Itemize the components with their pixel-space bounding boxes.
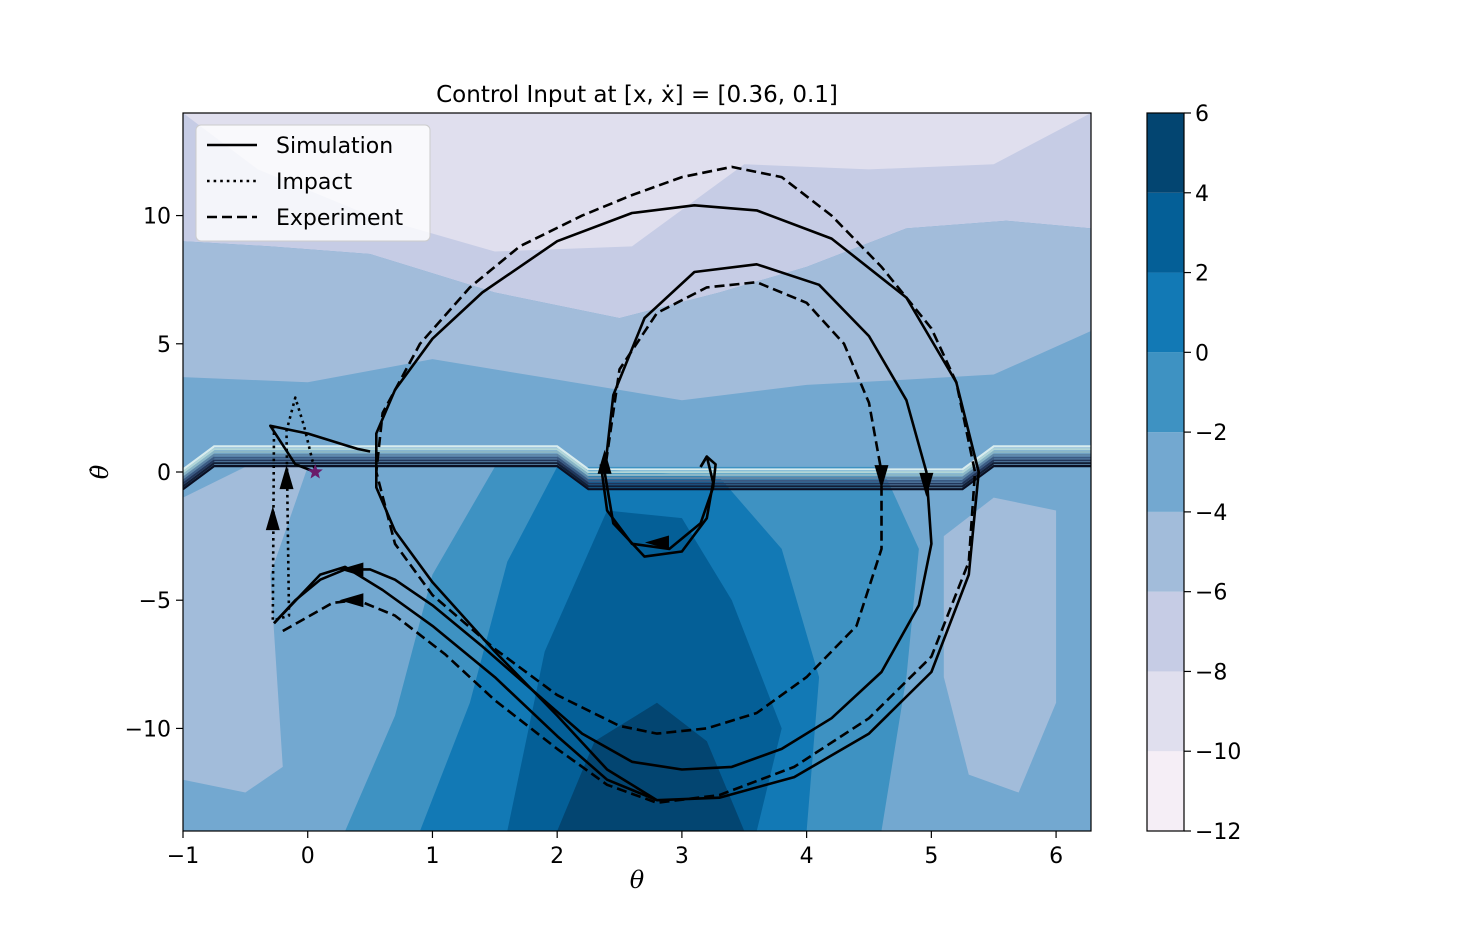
y-axis-label: θ̇ — [86, 464, 114, 479]
legend-label-simulation: Simulation — [276, 134, 393, 159]
contour-line — [183, 450, 1091, 477]
colorbar-segment — [1147, 113, 1184, 193]
colorbar-segment — [1147, 272, 1184, 353]
x-tick-label: 4 — [800, 844, 814, 869]
x-tick-label: 1 — [425, 844, 439, 869]
colorbar-tick-label: 0 — [1195, 341, 1209, 366]
trajectory-solid-0 — [268, 424, 371, 474]
arrow-head-7 — [279, 465, 294, 490]
contour-line — [183, 445, 1091, 471]
y-tick-label: −5 — [139, 589, 171, 614]
colorbar-segment — [1147, 192, 1184, 273]
y-tick-label: 10 — [143, 205, 171, 230]
arrow-head-6 — [265, 506, 280, 531]
colorbar-tick-label: −8 — [1195, 660, 1227, 685]
contour-line — [183, 462, 1091, 488]
colorbar-segment — [1147, 352, 1184, 433]
colorbar-tick-label: −10 — [1195, 740, 1241, 765]
contour-lobe-left — [183, 466, 308, 793]
trajectory-dotted-4 — [271, 396, 317, 623]
x-axis: −1 0 1 2 3 4 5 6 — [167, 831, 1063, 869]
contour-line — [183, 453, 1091, 479]
colorbar-segment — [1147, 432, 1184, 512]
x-tick-label: 0 — [301, 844, 315, 869]
contour-line — [183, 448, 1091, 474]
colorbar-tick-label: −2 — [1195, 421, 1227, 446]
colorbar-segment — [1147, 751, 1184, 831]
x-tick-label: −1 — [167, 844, 199, 869]
colorbar-tick-label: −12 — [1195, 820, 1241, 845]
colorbar-tick-label: −4 — [1195, 501, 1227, 526]
colorbar-segment — [1147, 511, 1184, 592]
colorbar-tick-label: 4 — [1195, 182, 1209, 207]
chart-title: Control Input at [x, ẋ] = [0.36, 0.1] — [436, 82, 838, 108]
colorbar-tick-label: −6 — [1195, 581, 1227, 606]
x-axis-label: θ — [630, 866, 645, 894]
colorbar-segment — [1147, 671, 1184, 752]
x-tick-label: 6 — [1049, 844, 1063, 869]
x-tick-label: 5 — [924, 844, 938, 869]
trajectory-solid-2 — [599, 455, 717, 551]
legend-label-experiment: Experiment — [276, 206, 403, 231]
legend-box — [195, 124, 431, 242]
colorbar-tick-label: 2 — [1195, 262, 1209, 287]
y-tick-label: 0 — [157, 461, 171, 486]
colorbar-frame — [1146, 112, 1185, 832]
colorbar-tick-label: 6 — [1195, 102, 1209, 127]
y-tick-label: 5 — [157, 333, 171, 358]
legend: Simulation Impact Experiment — [195, 124, 431, 242]
arrow-head-2 — [644, 535, 669, 550]
arrow-head-1 — [339, 593, 364, 608]
y-axis: −10 −5 0 5 10 — [125, 205, 183, 742]
arrow-head-5 — [919, 472, 934, 497]
y-tick-label: −10 — [125, 717, 171, 742]
arrow-head-3 — [597, 449, 612, 474]
x-tick-label: 3 — [675, 844, 689, 869]
direction-arrows — [265, 449, 934, 608]
contour-line — [183, 456, 1091, 482]
arrow-head-4 — [874, 465, 889, 490]
colorbar-segment — [1147, 591, 1184, 672]
x-tick-label: 2 — [550, 844, 564, 869]
contour-line — [183, 459, 1091, 485]
contour-lobe-right — [943, 497, 1057, 793]
legend-label-impact: Impact — [276, 170, 352, 195]
start-marker-star — [307, 464, 323, 479]
colorbar: −12 −10 −8 −6 −4 −2 0 2 4 6 — [1146, 102, 1241, 845]
arrow-head-0 — [339, 562, 364, 577]
contour-line — [183, 465, 1091, 491]
